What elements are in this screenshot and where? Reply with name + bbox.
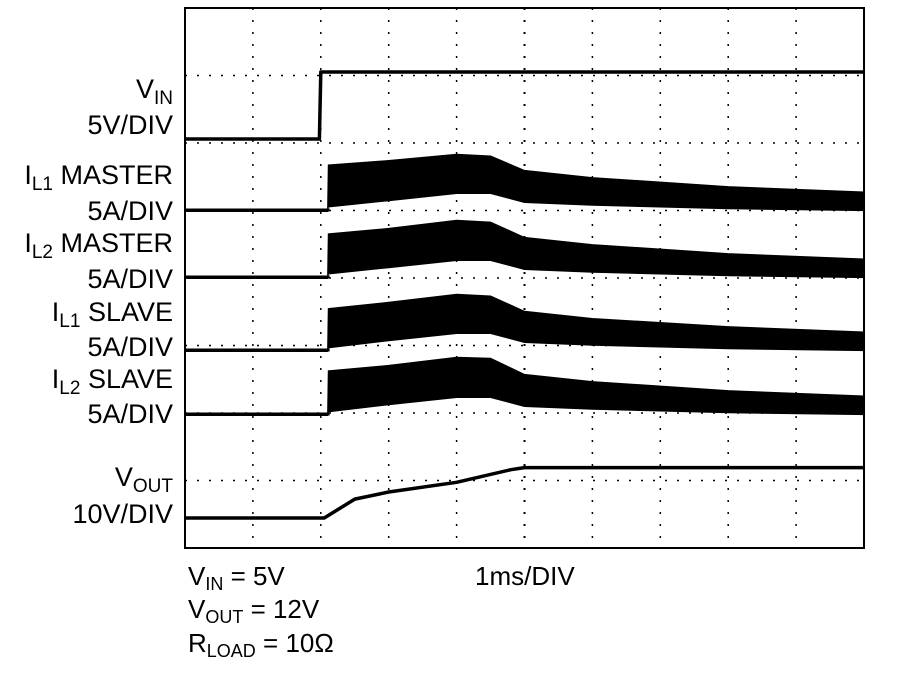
trace-il1-master <box>184 153 865 212</box>
plot-frame <box>184 7 865 549</box>
scale-label-il1-master: 5A/DIV <box>87 196 173 226</box>
condition-vin: VIN = 5V <box>188 561 285 594</box>
channel-label-il1-slave: IL1 SLAVE 5A/DIV <box>52 297 173 362</box>
channel-label-il1-master: IL1 MASTER 5A/DIV <box>24 160 173 226</box>
svg-text:IL2 MASTER: IL2 MASTER <box>24 228 173 263</box>
trace-vin <box>185 70 864 141</box>
svg-text:VIN: VIN <box>136 74 173 109</box>
scale-label-vin: 5V/DIV <box>87 110 173 140</box>
condition-vout: VOUT = 12V <box>188 594 320 627</box>
channel-label-vout: VOUT 10V/DIV <box>72 462 173 529</box>
scale-label-il2-master: 5A/DIV <box>87 264 173 294</box>
channel-label-vin: VIN 5V/DIV <box>87 74 173 140</box>
svg-text:IL2 SLAVE: IL2 SLAVE <box>52 364 173 399</box>
traces <box>184 70 865 520</box>
channel-label-il2-slave: IL2 SLAVE 5A/DIV <box>52 364 173 429</box>
svg-text:VOUT: VOUT <box>115 462 174 497</box>
trace-il2-master <box>184 219 865 279</box>
timebase-label: 1ms/DIV <box>475 561 575 591</box>
channel-label-il2-master: IL2 MASTER 5A/DIV <box>24 228 173 294</box>
svg-text:IL1 MASTER: IL1 MASTER <box>24 160 173 195</box>
trace-il2-slave <box>184 356 865 416</box>
trace-il1-slave <box>184 293 865 352</box>
scale-label-il1-slave: 5A/DIV <box>87 332 173 362</box>
scale-label-vout: 10V/DIV <box>72 499 173 529</box>
trace-vout <box>185 465 864 520</box>
scale-label-il2-slave: 5A/DIV <box>87 399 173 429</box>
condition-rload: RLOAD = 10Ω <box>188 628 334 661</box>
svg-text:IL1 SLAVE: IL1 SLAVE <box>52 297 173 332</box>
